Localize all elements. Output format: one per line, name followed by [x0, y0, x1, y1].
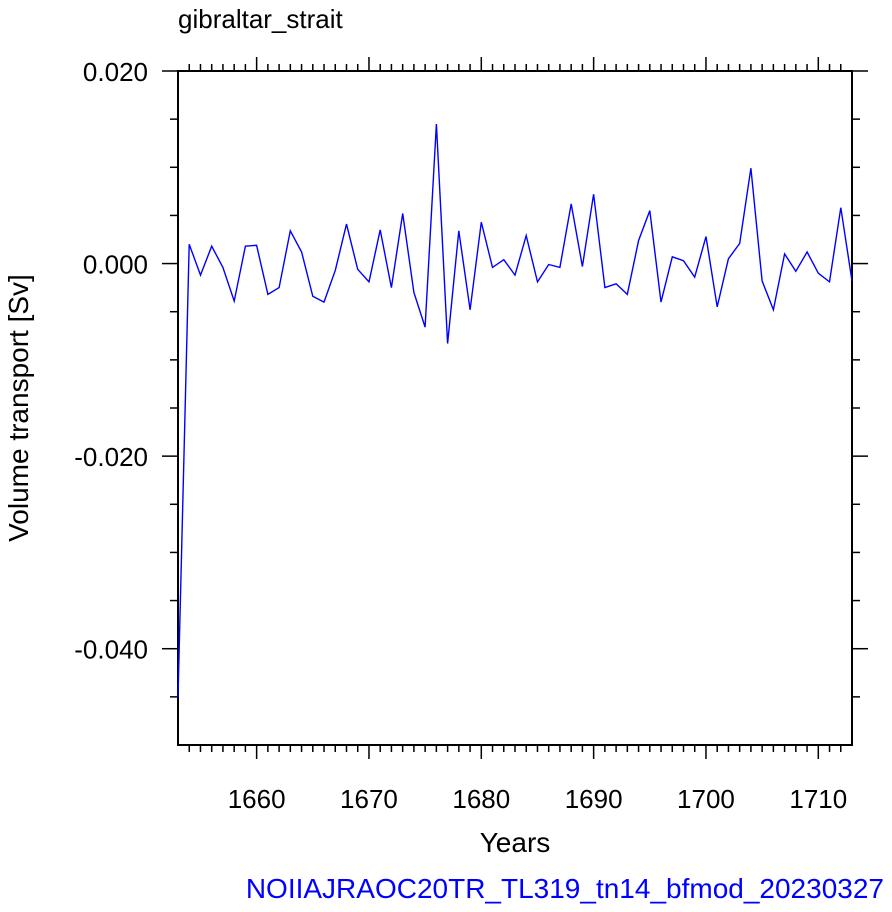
- x-tick-label: 1690: [565, 784, 623, 814]
- y-tick-label: 0.000: [83, 250, 148, 280]
- y-axis-tick-labels: 0.020 0.000 -0.020 -0.040: [74, 57, 148, 665]
- x-axis-label: Years: [480, 827, 551, 858]
- x-tick-label: 1710: [789, 784, 847, 814]
- y-tick-label: -0.040: [74, 635, 148, 665]
- chart-title: gibraltar_strait: [178, 4, 344, 34]
- series-group: [177, 123, 853, 697]
- x-tick-label: 1700: [677, 784, 735, 814]
- x-tick-label: 1680: [452, 784, 510, 814]
- x-tick-label: 1660: [228, 784, 286, 814]
- series-line: [177, 123, 853, 697]
- y-tick-label: 0.020: [83, 57, 148, 87]
- x-axis-tick-labels: 1660 1670 1680 1690 1700 1710: [228, 784, 848, 814]
- footer-run-id: NOIIAJRAOC20TR_TL319_tn14_bfmod_20230327: [246, 873, 884, 904]
- x-axis-ticks: [188, 57, 842, 759]
- y-tick-label: -0.020: [74, 442, 148, 472]
- y-axis-label: Volume transport [Sv]: [3, 274, 34, 542]
- y-axis-ticks: [162, 70, 868, 698]
- x-tick-label: 1670: [340, 784, 398, 814]
